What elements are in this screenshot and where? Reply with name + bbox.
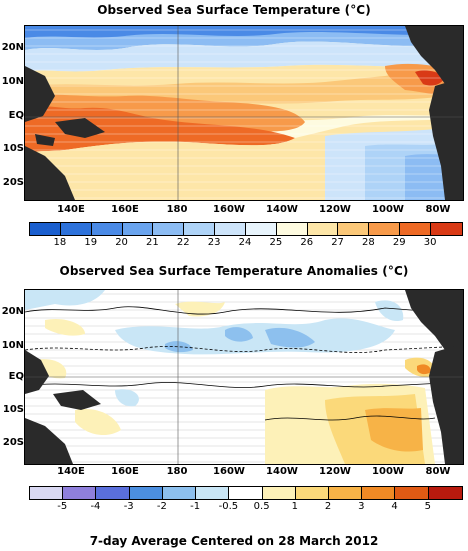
lat-label: 20N (1, 306, 24, 317)
lon-label: 80W (425, 466, 451, 477)
lat-label: 20N (1, 42, 24, 53)
colorbar-swatch (395, 487, 429, 499)
colorbar-label: 28 (362, 237, 375, 248)
anomaly-map-title: Observed Sea Surface Temperature Anomali… (59, 264, 409, 278)
colorbar-swatch (307, 223, 339, 235)
colorbar-swatch (91, 223, 123, 235)
colorbar-swatch (400, 223, 431, 235)
sst-map-title: Observed Sea Surface Temperature (°C) (97, 3, 371, 17)
lon-label: 120W (319, 466, 351, 477)
colorbar-swatch (428, 487, 462, 499)
lat-label: EQ (8, 110, 24, 121)
colorbar-swatch (96, 487, 130, 499)
colorbar-swatch (295, 487, 329, 499)
colorbar-label: 4 (391, 501, 398, 512)
lat-label: 20S (2, 177, 24, 188)
lon-label: 160E (111, 204, 139, 215)
colorbar-label: 20 (115, 237, 128, 248)
colorbar-swatch (129, 487, 163, 499)
colorbar-label: 27 (331, 237, 344, 248)
sst-colorbar (29, 222, 463, 236)
colorbar-label: -2 (156, 501, 167, 512)
colorbar-label: 1 (291, 501, 299, 512)
colorbar-swatch (153, 223, 185, 235)
lon-label: 100W (372, 204, 404, 215)
colorbar-swatch (262, 487, 296, 499)
colorbar-label: 21 (146, 237, 159, 248)
colorbar-swatch (276, 223, 308, 235)
colorbar-label: 25 (269, 237, 283, 248)
colorbar-label: 19 (84, 237, 98, 248)
colorbar-label: 22 (176, 237, 190, 248)
colorbar-label: 3 (358, 501, 365, 512)
lat-label: 20S (2, 437, 24, 448)
colorbar-label: -3 (123, 501, 134, 512)
colorbar-swatch (362, 487, 396, 499)
lon-label: 80W (425, 204, 451, 215)
lon-label: 140W (266, 204, 298, 215)
colorbar-label: 5 (424, 501, 431, 512)
colorbar-swatch (162, 487, 197, 499)
colorbar-label: 23 (207, 237, 221, 248)
lat-label: 10S (2, 404, 24, 415)
colorbar-swatch (430, 223, 462, 235)
lon-label: 160W (213, 466, 245, 477)
colorbar-swatch (369, 223, 401, 235)
colorbar-swatch (229, 487, 263, 499)
colorbar-swatch (60, 223, 92, 235)
lon-label: 120W (319, 204, 351, 215)
colorbar-swatch (184, 223, 216, 235)
lon-label: 180 (166, 466, 188, 477)
colorbar-label: 24 (238, 237, 252, 248)
lon-label: 140E (57, 204, 85, 215)
colorbar-label: 0.5 (253, 501, 270, 512)
colorbar-label: 26 (300, 237, 314, 248)
lat-label: 10N (1, 76, 24, 87)
colorbar-label: -5 (57, 501, 68, 512)
colorbar-swatch (30, 223, 61, 235)
lon-label: 160W (213, 204, 245, 215)
colorbar-label: -1 (190, 501, 201, 512)
lon-label: 160E (111, 466, 139, 477)
colorbar-swatch (328, 487, 363, 499)
footer-caption: 7-day Average Centered on 28 March 2012 (89, 534, 379, 548)
colorbar-label: 30 (423, 237, 437, 248)
colorbar-swatch (196, 487, 230, 499)
colorbar-label: 29 (392, 237, 406, 248)
colorbar-swatch (338, 223, 370, 235)
lon-label: 140W (266, 466, 298, 477)
colorbar-swatch (215, 223, 246, 235)
colorbar-swatch (30, 487, 64, 499)
colorbar-swatch (63, 487, 97, 499)
anomaly-map (24, 289, 464, 465)
lat-label: 10N (1, 340, 24, 351)
lat-label: 10S (2, 143, 24, 154)
lon-label: 180 (166, 204, 188, 215)
colorbar-swatch (245, 223, 277, 235)
colorbar-label: -4 (90, 501, 101, 512)
anomaly-colorbar (29, 486, 463, 500)
lon-label: 100W (372, 466, 404, 477)
sst-map (24, 25, 464, 201)
lon-label: 140E (57, 466, 85, 477)
colorbar-label: -0.5 (218, 501, 239, 512)
colorbar-label: 2 (324, 501, 332, 512)
lat-label: EQ (8, 371, 24, 382)
colorbar-swatch (122, 223, 154, 235)
colorbar-label: 18 (53, 237, 67, 248)
